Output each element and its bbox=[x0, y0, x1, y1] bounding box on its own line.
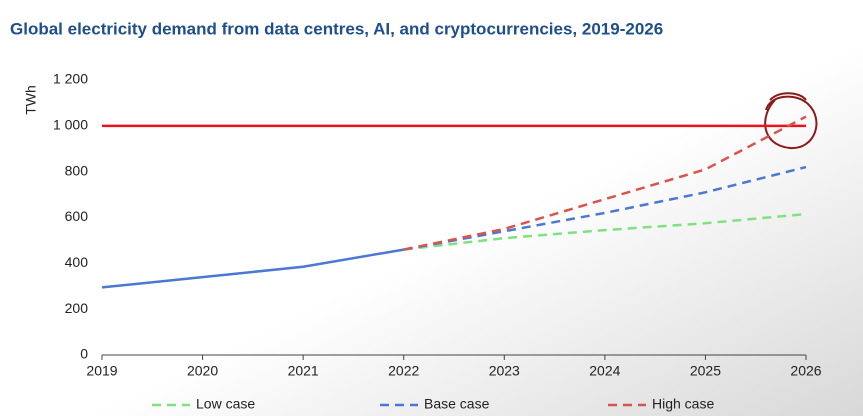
x-tick-label: 2019 bbox=[86, 363, 117, 379]
y-tick-label: 200 bbox=[65, 300, 89, 316]
legend-label: Base case bbox=[424, 396, 490, 412]
x-tick-label: 2024 bbox=[589, 363, 620, 379]
x-tick-label: 2023 bbox=[489, 363, 520, 379]
legend-label: Low case bbox=[196, 396, 255, 412]
series-line bbox=[403, 212, 807, 251]
y-tick-label: 600 bbox=[65, 208, 89, 224]
legend-label: High case bbox=[652, 396, 714, 412]
y-tick-label: 0 bbox=[80, 346, 88, 362]
y-tick-label: 800 bbox=[65, 162, 89, 178]
x-tick-label: 2021 bbox=[288, 363, 319, 379]
x-tick-label: 2020 bbox=[187, 363, 218, 379]
y-tick-label: 1 200 bbox=[53, 71, 88, 87]
series-line bbox=[101, 248, 404, 289]
series-line bbox=[403, 115, 807, 251]
x-tick-label: 2025 bbox=[690, 363, 721, 379]
y-tick-label: 1 000 bbox=[53, 117, 88, 133]
y-tick-label: 400 bbox=[65, 254, 89, 270]
x-tick-label: 2026 bbox=[790, 363, 821, 379]
chart-title: Global electricity demand from data cent… bbox=[10, 19, 663, 38]
y-axis-label: TWh bbox=[23, 85, 39, 115]
series-line bbox=[403, 165, 807, 251]
x-tick-label: 2022 bbox=[388, 363, 419, 379]
